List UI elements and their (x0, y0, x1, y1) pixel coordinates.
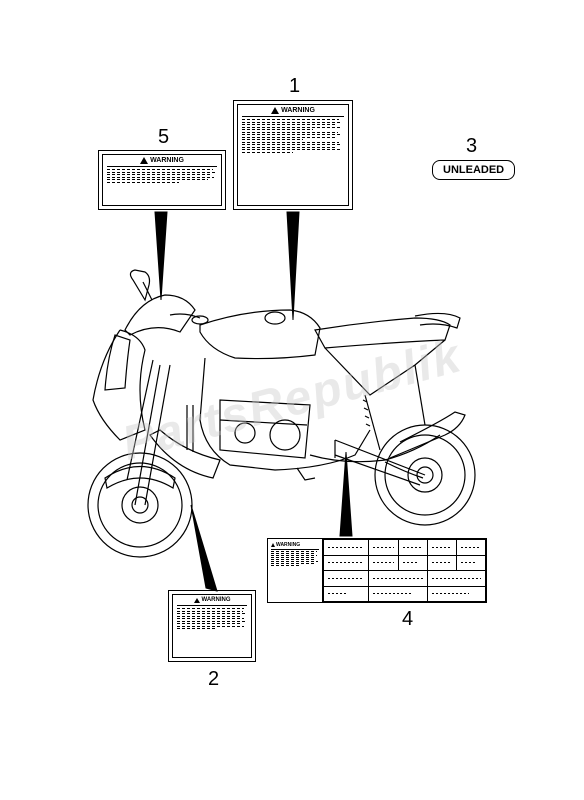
warning-header-2: WARNING (177, 597, 247, 606)
unleaded-label: UNLEADED (432, 160, 515, 180)
warning-triangle-icon (194, 598, 200, 603)
warning-text-4: WARNING (276, 542, 300, 548)
callout-3: 3 (466, 135, 477, 158)
unleaded-text: UNLEADED (443, 164, 504, 176)
motorcycle-illustration (45, 240, 535, 580)
warning-triangle-icon (271, 107, 279, 114)
warning-text-2: WARNING (202, 597, 231, 603)
warning-text-5: WARNING (150, 157, 184, 164)
warning-label-1: WARNING (233, 100, 353, 210)
callout-2: 2 (208, 668, 219, 691)
warning-triangle-icon (271, 543, 275, 547)
warning-triangle-icon (140, 157, 148, 164)
callout-4: 4 (402, 608, 413, 631)
parts-diagram: PartsRepublik (0, 0, 584, 800)
warning-header-1: WARNING (242, 107, 344, 117)
tire-info-label: WARNING (267, 538, 487, 603)
callout-1: 1 (289, 75, 300, 98)
warning-header-4: WARNING (271, 542, 319, 550)
tire-spec-table (323, 539, 486, 602)
callout-5: 5 (158, 126, 169, 149)
warning-header-5: WARNING (107, 157, 217, 167)
warning-text-1: WARNING (281, 107, 315, 114)
warning-label-5: WARNING (98, 150, 226, 210)
warning-label-2: WARNING (168, 590, 256, 662)
